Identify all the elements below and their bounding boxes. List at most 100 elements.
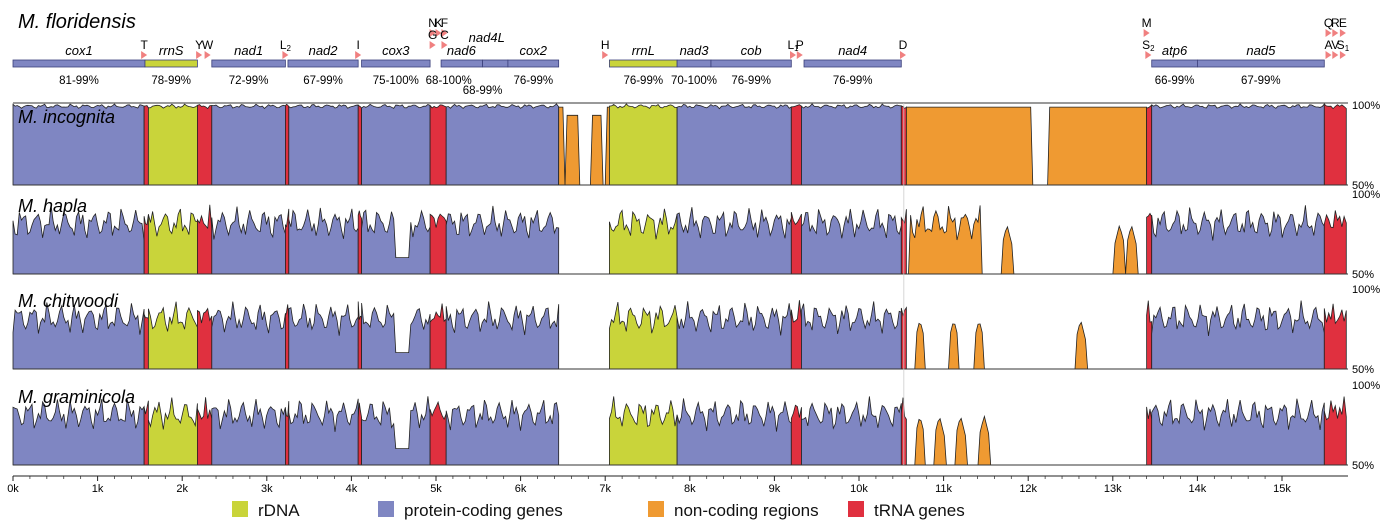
axis-tick-label: 6k <box>515 483 527 495</box>
track-label-high: 100% <box>1352 380 1380 392</box>
track-1: M. incognita 100% 50% <box>12 100 1380 192</box>
trna-label-L1: L1 <box>787 38 799 53</box>
trna-label-Q: Q <box>1324 16 1333 30</box>
axis-tick-label: 9k <box>769 483 781 495</box>
area-protein <box>12 103 145 186</box>
area-protein <box>445 103 560 186</box>
gene-identity-rrnS: 78-99% <box>151 75 191 87</box>
area-trna <box>196 204 213 275</box>
axis-tick-label: 12k <box>1019 483 1037 495</box>
area-trna <box>357 301 363 370</box>
area-noncoding <box>905 106 1148 186</box>
track-name: M. chitwoodi <box>18 291 119 311</box>
trna-label-W: W <box>202 38 214 52</box>
area-protein <box>211 399 286 466</box>
gene-label-cox1: cox1 <box>65 43 92 58</box>
trna-arrow-S1 <box>1339 51 1346 59</box>
track-name: M. hapla <box>18 196 87 216</box>
gene-bar-nad6 <box>440 59 483 68</box>
area-rDNA <box>608 103 678 186</box>
trna-label-F: F <box>441 16 448 30</box>
gene-bar-nad1 <box>211 59 286 68</box>
trna-arrow-D <box>899 51 906 59</box>
area-rDNA <box>147 208 198 275</box>
area-protein <box>211 301 286 370</box>
gene-label-nad4L: nad4L <box>469 30 505 45</box>
area-protein <box>12 399 145 466</box>
axis-tick-label: 5k <box>430 483 442 495</box>
area-protein <box>1151 300 1325 370</box>
trna-arrow-R <box>1332 29 1339 37</box>
trna-arrow-A <box>1325 51 1332 59</box>
area-rDNA <box>147 301 198 370</box>
trna-arrow-F <box>441 29 448 37</box>
area-trna <box>143 214 149 275</box>
gene-identity-nad1: 72-99% <box>229 75 269 87</box>
area-rDNA <box>147 103 198 186</box>
trna-label-S1: S1 <box>1337 38 1350 53</box>
trna-label-K: K <box>435 16 443 30</box>
area-rDNA <box>608 302 678 370</box>
gene-label-cob: cob <box>741 43 762 58</box>
area-rDNA <box>608 396 678 466</box>
gene-label-cox2: cox2 <box>520 43 548 58</box>
area-noncoding <box>558 106 610 186</box>
gene-identity-cox3: 75-100% <box>373 75 419 87</box>
trna-label-N: N <box>428 16 437 30</box>
axis-tick-label: 14k <box>1189 483 1207 495</box>
gene-identity-nad4L: 68-99% <box>463 85 503 97</box>
gene-bar-nad4L <box>482 59 509 68</box>
trna-label-L2: L2 <box>280 38 292 53</box>
area-trna <box>196 307 213 370</box>
track-3: M. chitwoodi 100% 50% <box>12 284 1380 376</box>
gene-bar-nad4 <box>803 59 902 68</box>
area-protein <box>445 301 560 370</box>
area-trna <box>790 212 802 275</box>
area-trna <box>429 400 447 466</box>
track-name: M. incognita <box>18 107 115 127</box>
gene-identity-nad2: 67-99% <box>303 75 343 87</box>
trna-label-D: D <box>899 38 908 52</box>
trna-label-E: E <box>1339 16 1347 30</box>
area-protein <box>676 301 792 370</box>
area-protein <box>211 206 286 275</box>
area-trna <box>196 104 213 186</box>
gene-bar-nad2 <box>287 59 359 68</box>
legend-label: protein-coding genes <box>404 501 563 520</box>
gene-label-nad6: nad6 <box>447 43 477 58</box>
legend-swatch <box>378 501 394 517</box>
track-label-low: 50% <box>1352 364 1374 376</box>
gene-label-rrnL: rrnL <box>632 43 655 58</box>
gene-identity-rrnL: 76-99% <box>623 75 663 87</box>
legend-label: rDNA <box>258 501 300 520</box>
gene-label-atp6: atp6 <box>1162 43 1188 58</box>
area-trna <box>1146 104 1153 186</box>
area-protein <box>801 103 902 186</box>
area-noncoding <box>906 414 1147 466</box>
area-protein <box>288 207 359 275</box>
area-protein <box>1151 398 1325 466</box>
trna-arrow-C <box>441 41 448 49</box>
track-label-low: 50% <box>1352 460 1374 472</box>
area-protein <box>361 396 431 466</box>
trna-arrow-W <box>204 51 211 59</box>
legend-label: non-coding regions <box>674 501 819 520</box>
area-protein <box>445 399 560 466</box>
gene-bar-atp6 <box>1151 59 1198 68</box>
track-label-high: 100% <box>1352 284 1380 296</box>
area-protein <box>12 302 145 370</box>
area-trna <box>790 404 802 466</box>
area-protein <box>445 205 560 275</box>
area-protein <box>211 103 286 186</box>
gene-label-nad3: nad3 <box>680 43 710 58</box>
legend-swatch <box>848 501 864 517</box>
area-trna <box>357 402 363 466</box>
gene-label-nad1: nad1 <box>234 43 263 58</box>
area-protein <box>676 103 792 186</box>
gene-bar-nad3 <box>676 59 712 68</box>
area-trna <box>357 104 363 186</box>
gene-bar-cox3 <box>361 59 431 68</box>
track-label-low: 50% <box>1352 269 1374 281</box>
trna-label-I: I <box>356 38 359 52</box>
